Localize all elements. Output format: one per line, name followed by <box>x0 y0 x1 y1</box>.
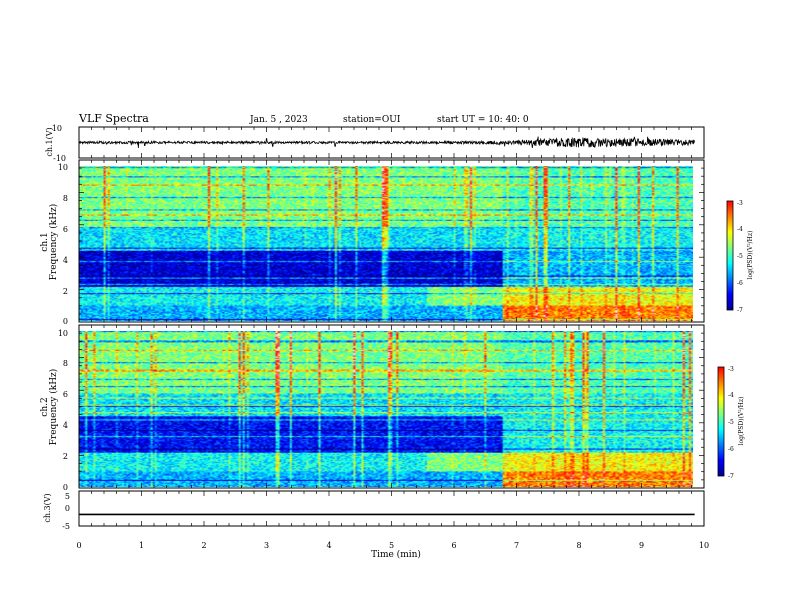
ch1-cbar-tick-4: -4 <box>737 226 743 233</box>
ch3-waveform-panel: 5 0 -5 ch.3(V) <box>43 490 705 531</box>
x-tick-label-8: 8 <box>576 541 581 550</box>
x-tick-label-5: 5 <box>389 541 394 550</box>
ch1-ytick-8: 8 <box>63 194 68 203</box>
ch2-cbar-tick-4: -4 <box>728 392 734 399</box>
x-tick-label-7: 7 <box>514 541 519 550</box>
ch1-cbar-tick-7: -7 <box>737 307 743 314</box>
ch1-ytick-2: 2 <box>63 287 68 296</box>
ch2-colorbar: -3 -4 -5 -6 -7 log(PSD)(V²/Hz) <box>717 366 745 480</box>
ch1-ytick-10: 10 <box>58 163 68 172</box>
ch1-colorbar: -3 -4 -5 -6 -7 log(PSD)(V²/Hz) <box>726 200 754 314</box>
x-tick-label-6: 6 <box>451 541 456 550</box>
ch2-ytick-2: 2 <box>63 452 68 461</box>
x-tick-label-2: 2 <box>201 541 206 550</box>
ch3-ytick-top: 5 <box>65 492 70 501</box>
ch1-spectrogram-ylabel: ch.1 <box>40 232 50 251</box>
x-tick-labels: 0 1 2 3 4 5 6 7 8 9 10 <box>76 541 709 550</box>
ch2-spectrogram-panel: 0 2 4 6 8 10 ch.2 Frequency (kHz) <box>40 324 705 492</box>
ch1-waveform-ylabel: ch.1(V) <box>45 127 54 156</box>
ch2-colorbar-label: log(PSD)(V²/Hz) <box>738 397 745 446</box>
ch1-ytick-bottom: -10 <box>53 154 66 163</box>
ch1-cbar-tick-6: -6 <box>737 280 743 287</box>
ch2-ytick-0: 0 <box>63 483 68 492</box>
ch2-ytick-6: 6 <box>63 390 68 399</box>
ch3-waveform-ylabel: ch.3(V) <box>43 493 52 522</box>
ch1-ytick-top: 10 <box>52 124 62 133</box>
x-tick-label-1: 1 <box>139 541 144 550</box>
ch1-ytick-0: 0 <box>63 317 68 326</box>
ch1-colorbar-label: log(PSD)(V²/Hz) <box>747 231 754 280</box>
ch1-waveform-line <box>78 136 696 149</box>
ch3-ytick-mid: 0 <box>65 504 70 513</box>
ch3-ytick-bottom: -5 <box>62 522 70 531</box>
axis-ticks <box>78 127 705 526</box>
ch1-spectrogram-panel: 0 2 4 6 8 10 ch.1 Frequency (kHz) <box>40 159 705 326</box>
x-tick-label-9: 9 <box>639 541 644 550</box>
ch2-spectrogram-ylabel: ch.2 <box>40 397 50 416</box>
ch2-cbar-tick-6: -6 <box>728 446 734 453</box>
date-label: Jan. 5 , 2023 <box>249 115 308 125</box>
ch1-spectrogram-image <box>79 166 693 321</box>
ch1-cbar-tick-5: -5 <box>737 253 743 260</box>
ch2-cbar-tick-7: -7 <box>728 473 734 480</box>
start-time-label: start UT = 10: 40: 0 <box>437 115 529 125</box>
ch1-colorbar-gradient <box>726 200 734 311</box>
ch1-cbar-tick-3: -3 <box>737 200 743 207</box>
ch2-ytick-8: 8 <box>63 359 68 368</box>
x-tick-label-3: 3 <box>264 541 269 550</box>
ch1-ytick-4: 4 <box>63 256 68 265</box>
ch3-waveform-frame <box>78 490 705 527</box>
ch2-spectrogram-image <box>79 331 693 487</box>
x-tick-label-10: 10 <box>699 541 709 550</box>
ch2-ytick-4: 4 <box>63 421 68 430</box>
ch1-frequency-ylabel: Frequency (kHz) <box>48 204 59 281</box>
x-tick-label-0: 0 <box>76 541 81 550</box>
x-tick-label-4: 4 <box>326 541 331 550</box>
ch1-waveform-panel: 10 -10 ch.1(V) <box>45 124 705 163</box>
ch2-ytick-10: 10 <box>58 329 68 338</box>
station-label: station=OUI <box>343 115 401 125</box>
figure-title: VLF Spectra <box>78 112 149 125</box>
ch2-cbar-tick-3: -3 <box>728 366 734 373</box>
x-axis-label: Time (min) <box>371 549 421 560</box>
ch2-frequency-ylabel: Frequency (kHz) <box>48 369 59 446</box>
ch1-ytick-6: 6 <box>63 225 68 234</box>
ch2-colorbar-gradient <box>717 366 725 477</box>
ch2-cbar-tick-5: -5 <box>728 419 734 426</box>
